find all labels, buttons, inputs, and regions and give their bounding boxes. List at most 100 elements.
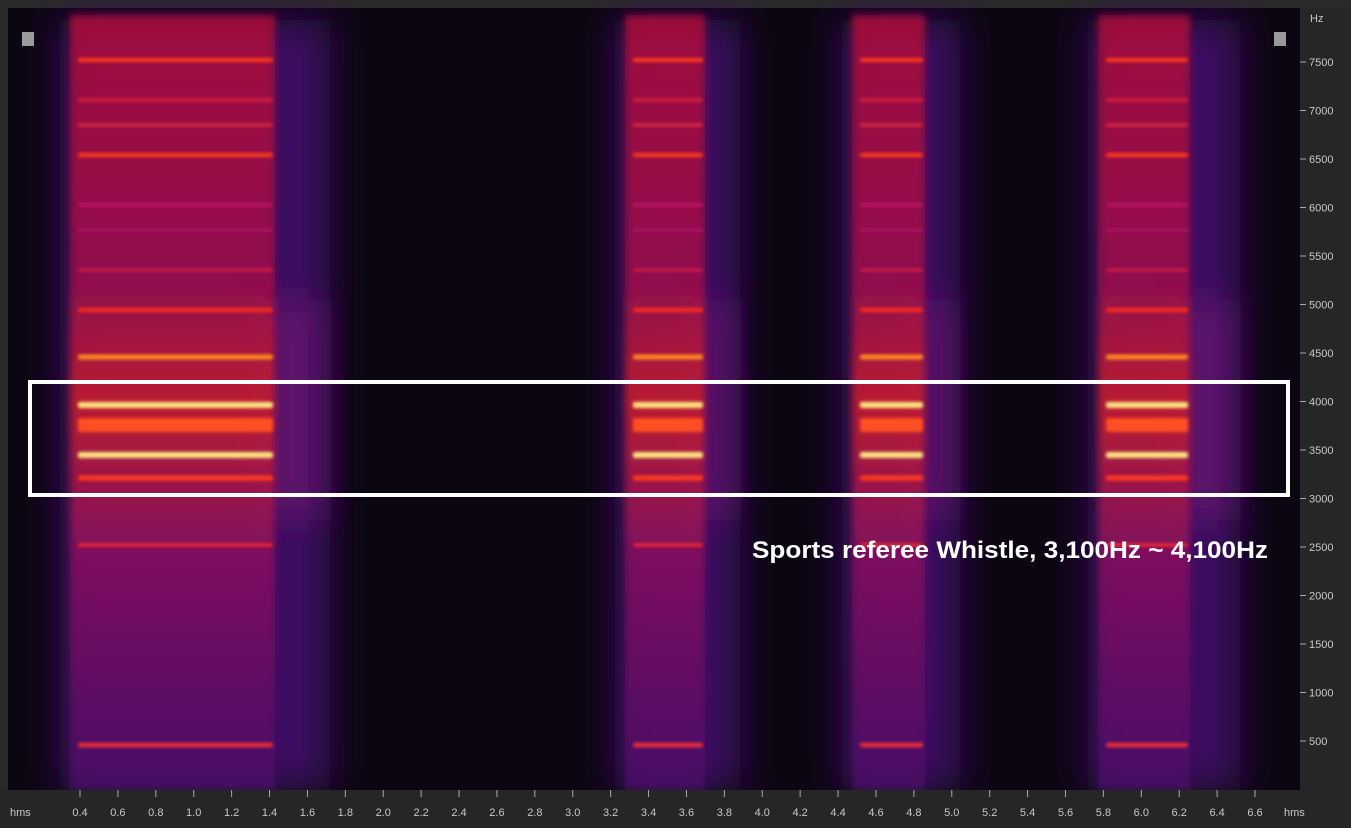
time-tick-label: 4.8 xyxy=(906,807,921,819)
harmonic xyxy=(633,418,703,432)
time-tick-label: 4.0 xyxy=(755,807,770,819)
harmonic xyxy=(633,203,703,207)
time-unit: hms xyxy=(1284,807,1305,819)
harmonic xyxy=(1106,543,1188,547)
time-tick-label: 5.0 xyxy=(944,807,959,819)
time-tick-label: 6.2 xyxy=(1172,807,1187,819)
harmonic xyxy=(1106,452,1188,458)
harmonic xyxy=(633,153,703,157)
hz-tick-label: 6500 xyxy=(1309,154,1333,166)
harmonic xyxy=(78,123,273,127)
harmonic xyxy=(860,203,923,207)
time-tick-label: 1.0 xyxy=(186,807,201,819)
harmonic xyxy=(1106,743,1188,747)
time-tick-label: 5.6 xyxy=(1058,807,1073,819)
time-tick-label: 1.6 xyxy=(300,807,315,819)
harmonic xyxy=(633,743,703,747)
time-tick-label: 2.8 xyxy=(527,807,542,819)
harmonic xyxy=(633,268,703,272)
harmonic xyxy=(860,452,923,458)
hz-tick-label: 1500 xyxy=(1309,639,1333,651)
harmonic xyxy=(1106,268,1188,272)
harmonic xyxy=(1106,402,1188,408)
harmonic xyxy=(78,743,273,747)
spectrogram-image xyxy=(60,15,1240,790)
harmonic xyxy=(1106,203,1188,207)
harmonic xyxy=(78,153,273,157)
time-tick-label: 4.2 xyxy=(793,807,808,819)
time-tick-label: 4.6 xyxy=(868,807,883,819)
time-tick-label: 2.2 xyxy=(413,807,428,819)
harmonic xyxy=(633,98,703,102)
harmonic xyxy=(1106,475,1188,481)
time-tick-label: 0.6 xyxy=(110,807,125,819)
time-tick-label: 5.4 xyxy=(1020,807,1035,819)
harmonic xyxy=(860,402,923,408)
time-tick-label: 2.4 xyxy=(451,807,466,819)
harmonic xyxy=(78,228,273,232)
harmonic xyxy=(860,308,923,312)
harmonic xyxy=(633,402,703,408)
hz-tick-label: 4000 xyxy=(1309,397,1333,409)
hz-tick-label: 6000 xyxy=(1309,203,1333,215)
annotation: Sports referee Whistle, 3,100Hz ~ 4,100H… xyxy=(752,537,1268,564)
hz-tick-label: 500 xyxy=(1309,736,1327,748)
hz-axis-strip xyxy=(1300,8,1351,790)
time-tick-label: 2.6 xyxy=(489,807,504,819)
time-axis-strip xyxy=(0,790,1351,828)
hz-tick-label: 4500 xyxy=(1309,348,1333,360)
harmonic xyxy=(1106,354,1188,360)
harmonic xyxy=(78,308,273,312)
time-tick-label: 6.6 xyxy=(1247,807,1262,819)
harmonic xyxy=(78,543,273,547)
harmonic xyxy=(633,228,703,232)
time-tick-label: 3.8 xyxy=(717,807,732,819)
time-tick-label: 3.0 xyxy=(565,807,580,819)
harmonic xyxy=(633,354,703,360)
harmonic xyxy=(860,743,923,747)
harmonic xyxy=(78,58,273,62)
time-tick-label: 0.4 xyxy=(72,807,87,819)
harmonic xyxy=(860,543,923,547)
time-tick-label: 6.4 xyxy=(1209,807,1224,819)
harmonic xyxy=(1106,58,1188,62)
hz-tick-label: 2000 xyxy=(1309,591,1333,603)
harmonic xyxy=(860,98,923,102)
time-tick-label: 1.2 xyxy=(224,807,239,819)
harmonic xyxy=(633,308,703,312)
hz-tick-label: 2500 xyxy=(1309,542,1333,554)
time-tick-label: 6.0 xyxy=(1134,807,1149,819)
scroll-icon-right[interactable] xyxy=(1274,32,1286,46)
harmonic xyxy=(860,475,923,481)
time-tick-label: 4.4 xyxy=(830,807,845,819)
scroll-icon-left[interactable] xyxy=(22,32,34,46)
harmonic xyxy=(1106,308,1188,312)
time-tick-label: 2.0 xyxy=(376,807,391,819)
harmonic xyxy=(1106,228,1188,232)
harmonic xyxy=(1106,123,1188,127)
time-tick-label: 5.8 xyxy=(1096,807,1111,819)
time-tick-label: 3.6 xyxy=(679,807,694,819)
harmonic xyxy=(633,58,703,62)
hz-tick-label: 7000 xyxy=(1309,106,1333,118)
harmonic xyxy=(860,268,923,272)
harmonic xyxy=(860,418,923,432)
harmonic xyxy=(78,203,273,207)
time-tick-label: 3.4 xyxy=(641,807,656,819)
harmonic xyxy=(860,228,923,232)
time-tick-label: 3.2 xyxy=(603,807,618,819)
harmonic xyxy=(1106,418,1188,432)
harmonic xyxy=(860,153,923,157)
hz-tick-label: 7500 xyxy=(1309,57,1333,69)
harmonic xyxy=(860,354,923,360)
harmonic xyxy=(633,475,703,481)
time-tick-label: 5.2 xyxy=(982,807,997,819)
hz-tick-label: 5000 xyxy=(1309,300,1333,312)
harmonic xyxy=(78,475,273,481)
harmonic xyxy=(78,98,273,102)
time-tick-label: 0.8 xyxy=(148,807,163,819)
harmonic xyxy=(78,402,273,408)
hz-tick-label: 1000 xyxy=(1309,688,1333,700)
